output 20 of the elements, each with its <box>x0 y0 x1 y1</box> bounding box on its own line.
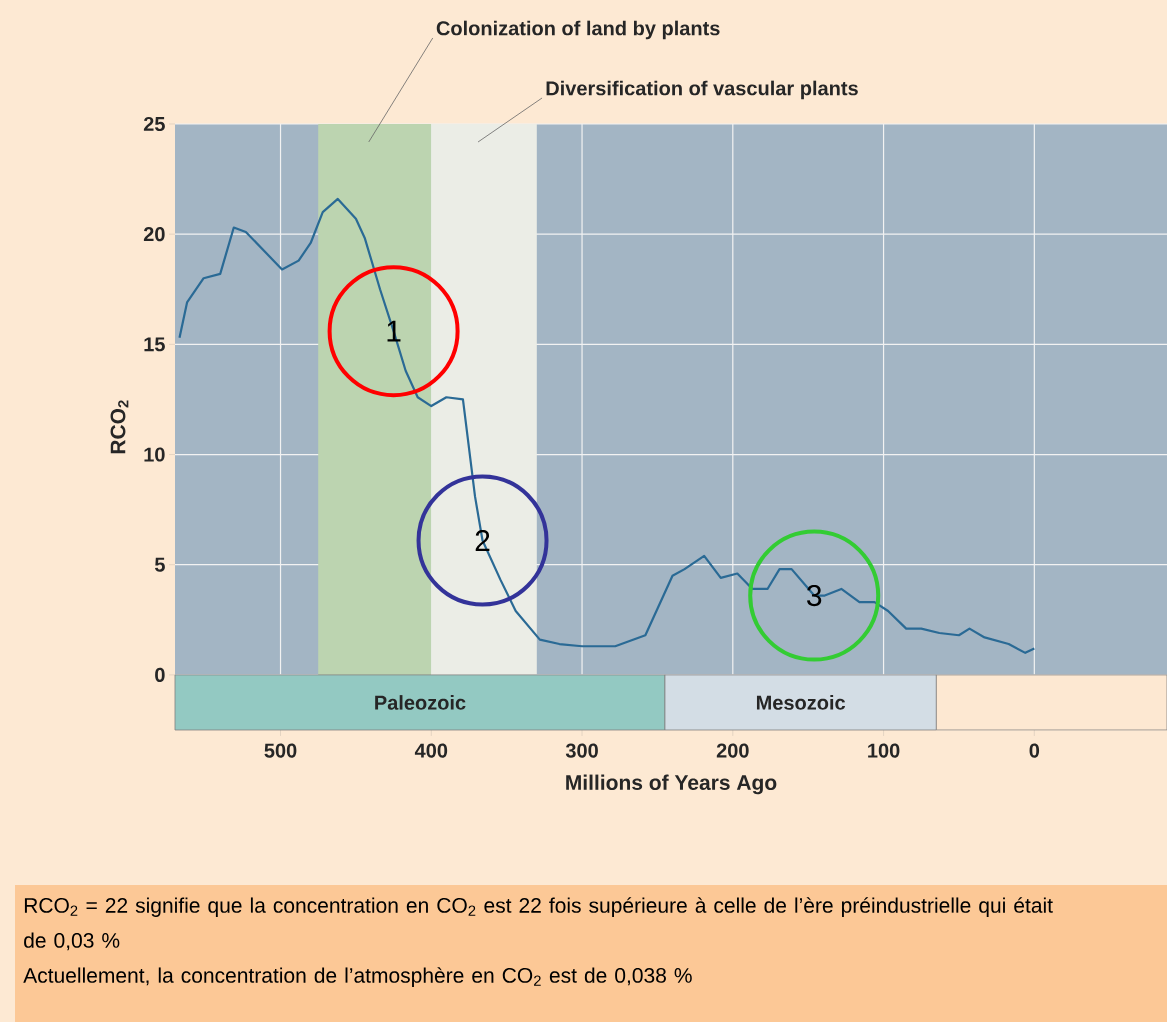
band-label: Colonization of land by plants <box>436 20 720 40</box>
x-tick-label: 500 <box>264 743 297 758</box>
x-axis-title: Millions of Years Ago <box>566 774 777 795</box>
line-series <box>178 197 1036 654</box>
band-label: Diversification of vascular plants <box>546 80 858 100</box>
y-axis-title: RCO$_{2}$ <box>110 400 129 454</box>
text: Actuellement, la concentration de l’atmosphère en CO$_{2}$ est de 0,038 % <box>23 967 692 988</box>
y-tick-label: 25 <box>143 116 165 132</box>
y-tick-label: 10 <box>144 447 165 462</box>
x-tick-label: 400 <box>414 743 448 758</box>
band-label: Mesozoic <box>756 695 846 710</box>
x-tick-label: 100 <box>868 743 900 758</box>
x-tick-label: 200 <box>716 743 749 758</box>
y-tick-label: 0 <box>155 667 165 682</box>
x-tick-label: 0 <box>1029 743 1040 758</box>
x-tick-label: 300 <box>565 743 598 758</box>
y-tick-label: 15 <box>144 337 165 352</box>
y-tick-label: 20 <box>143 227 165 242</box>
y-tick-label: 5 <box>154 557 165 572</box>
band-label: Paleozoic <box>375 695 466 710</box>
